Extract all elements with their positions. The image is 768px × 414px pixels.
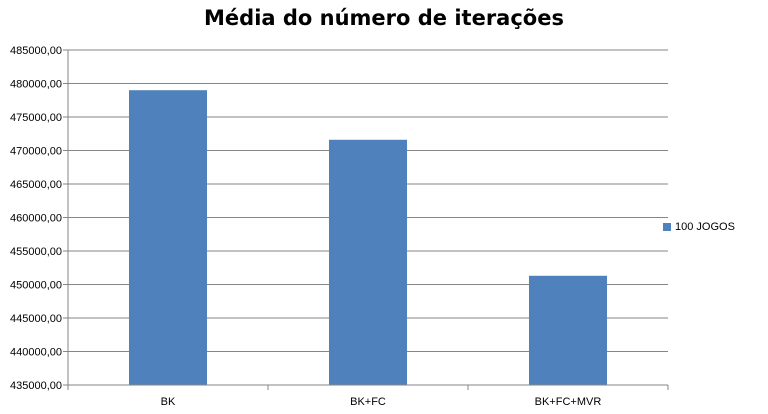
y-tick-label: 440000,00	[10, 347, 62, 359]
y-tick-label: 450000,00	[10, 280, 62, 292]
y-tick-label: 435000,00	[10, 380, 62, 392]
x-axis-labels: BK BK+FC BK+FC+MVR	[161, 396, 602, 408]
y-tick-label: 460000,00	[10, 213, 62, 225]
legend-label: 100 JOGOS	[675, 221, 735, 233]
x-tick-label: BK	[161, 396, 176, 408]
legend: 100 JOGOS	[663, 221, 735, 233]
bar-bk-fc	[329, 139, 407, 385]
legend-swatch	[663, 223, 671, 231]
y-tick-label: 480000,00	[10, 79, 62, 91]
y-tick-label: 455000,00	[10, 246, 62, 258]
x-tick-label: BK+FC	[350, 396, 386, 408]
y-axis-ticks: 435000,00 440000,00 445000,00 450000,00 4550…	[10, 45, 68, 392]
y-tick-label: 445000,00	[10, 313, 62, 325]
y-tick-label: 475000,00	[10, 112, 62, 124]
y-tick-label: 465000,00	[10, 179, 62, 191]
chart-title: Média do número de iterações	[204, 6, 564, 30]
bars	[129, 90, 607, 385]
bar-bk-fc-mvr	[529, 275, 607, 385]
y-tick-label: 485000,00	[10, 45, 62, 57]
y-tick-label: 470000,00	[10, 146, 62, 158]
x-tick-label: BK+FC+MVR	[535, 396, 602, 408]
bar-bk	[129, 90, 207, 385]
axes	[67, 50, 669, 390]
